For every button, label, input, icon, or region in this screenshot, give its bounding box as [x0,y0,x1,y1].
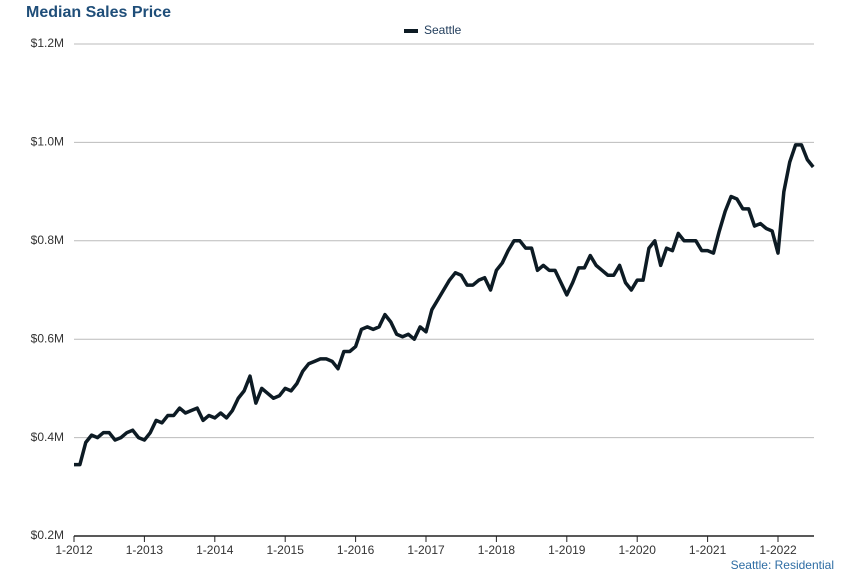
legend-label: Seattle [424,23,462,37]
y-tick-label: $1.2M [31,36,64,50]
x-tick-label: 1-2015 [267,543,305,557]
y-tick-label: $0.4M [31,430,64,444]
x-tick-label: 1-2016 [337,543,375,557]
x-tick-label: 1-2012 [55,543,93,557]
x-tick-label: 1-2022 [759,543,797,557]
x-tick-label: 1-2019 [548,543,586,557]
y-tick-label: $0.8M [31,233,64,247]
footer: Seattle: Residential [731,558,834,572]
x-tick-label: 1-2018 [478,543,516,557]
y-tick-label: $0.6M [31,331,64,345]
x-tick-label: 1-2021 [689,543,727,557]
y-tick-label: $0.2M [31,528,64,542]
x-tick-label: 1-2014 [196,543,234,557]
chart-title: Median Sales Price [26,4,171,21]
x-tick-label: 1-2013 [126,543,164,557]
line [74,143,815,467]
x-tick-label: 1-2017 [407,543,445,557]
y-tick-label: $1.0M [31,135,64,149]
x-tick-label: 1-2020 [619,543,657,557]
